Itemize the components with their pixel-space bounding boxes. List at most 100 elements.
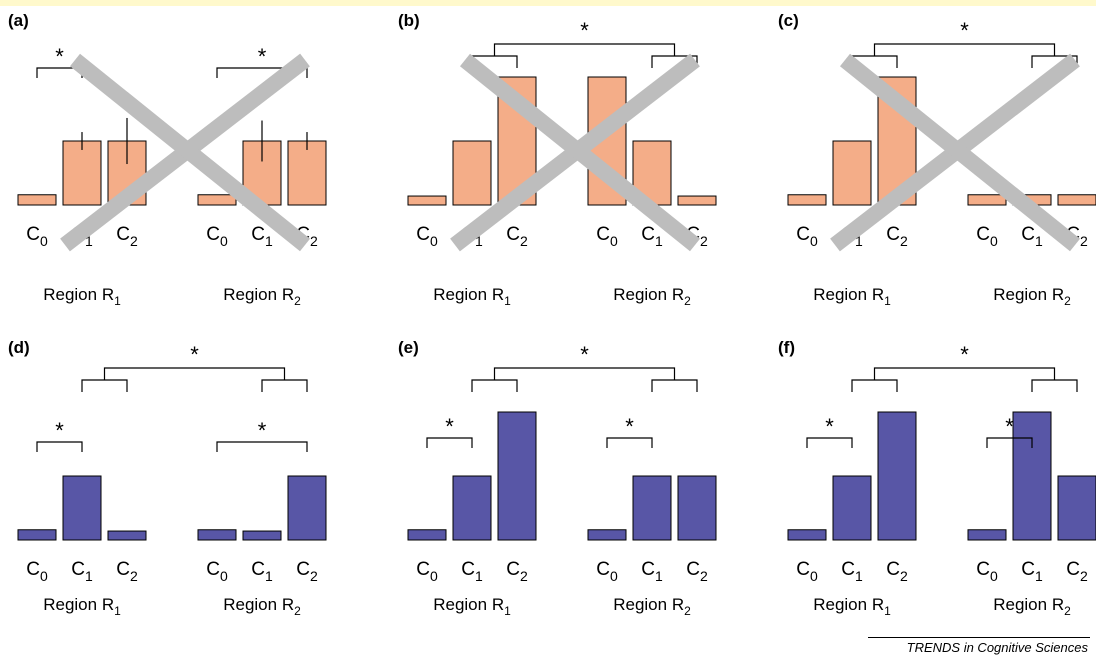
category-label: C1 xyxy=(841,559,863,584)
bar xyxy=(1057,194,1096,206)
bar xyxy=(967,529,1007,541)
bracket-interaction xyxy=(873,367,1056,380)
category-label: C2 xyxy=(296,559,318,584)
category-label: C2 xyxy=(116,559,138,584)
bar xyxy=(452,475,492,541)
category-label: C2 xyxy=(116,224,138,249)
bracket-sub-r1 xyxy=(81,379,128,392)
significance-star: * xyxy=(190,342,199,367)
category-label: C1 xyxy=(641,559,663,584)
significance-star: * xyxy=(960,18,969,43)
region-label: Region R2 xyxy=(993,285,1071,308)
region-label: Region R1 xyxy=(433,595,511,618)
significance-star: * xyxy=(960,342,969,367)
category-label: C1 xyxy=(71,559,93,584)
panel-label: (b) xyxy=(398,11,420,30)
bracket-interaction xyxy=(103,367,286,380)
category-label: C1 xyxy=(1021,224,1043,249)
bar xyxy=(677,195,717,206)
bracket-r1 xyxy=(806,437,853,448)
bar xyxy=(407,195,447,206)
bar xyxy=(832,140,872,206)
bar xyxy=(677,475,717,541)
bracket-sub-r1 xyxy=(851,379,898,392)
category-label: C0 xyxy=(416,559,438,584)
bar xyxy=(197,194,237,206)
category-label: C0 xyxy=(796,559,818,584)
region-label: Region R2 xyxy=(223,285,301,308)
significance-star: * xyxy=(55,418,64,443)
significance-star: * xyxy=(258,44,267,69)
category-label: C0 xyxy=(26,559,48,584)
category-label: C2 xyxy=(506,559,528,584)
bracket-r2 xyxy=(216,441,308,452)
bar xyxy=(62,140,102,206)
significance-star: * xyxy=(625,414,634,439)
region-label: Region R1 xyxy=(43,595,121,618)
bar xyxy=(967,194,1007,206)
category-label: C0 xyxy=(596,559,618,584)
bar xyxy=(407,529,447,541)
significance-star: * xyxy=(580,18,589,43)
bar xyxy=(787,194,827,206)
bar xyxy=(587,529,627,541)
bar xyxy=(287,140,327,206)
cross-out-line xyxy=(459,53,701,252)
category-label: C0 xyxy=(596,224,618,249)
region-label: Region R2 xyxy=(223,595,301,618)
panel-label: (f) xyxy=(778,338,795,357)
significance-star: * xyxy=(445,414,454,439)
region-label: Region R1 xyxy=(43,285,121,308)
bracket-sub-r2 xyxy=(651,379,698,392)
bracket-r2 xyxy=(216,67,308,78)
bar xyxy=(62,475,102,541)
panel-label: (d) xyxy=(8,338,30,357)
bracket-sub-r2 xyxy=(261,379,308,392)
bracket-interaction xyxy=(873,43,1056,56)
bar xyxy=(787,529,827,541)
bar xyxy=(197,529,237,541)
footer-rule xyxy=(868,637,1090,638)
category-label: C0 xyxy=(206,224,228,249)
region-label: Region R2 xyxy=(613,285,691,308)
category-label: C1 xyxy=(251,559,273,584)
significance-star: * xyxy=(825,414,834,439)
panel-label: (a) xyxy=(8,11,29,30)
cross-out-line xyxy=(839,53,1081,252)
bar xyxy=(832,475,872,541)
category-label: C1 xyxy=(461,559,483,584)
category-label: C2 xyxy=(506,224,528,249)
footer-credit: TRENDS in Cognitive Sciences xyxy=(906,640,1088,655)
bar xyxy=(1057,475,1096,541)
bracket-r2 xyxy=(606,437,653,448)
category-label: C2 xyxy=(886,559,908,584)
category-label: C0 xyxy=(26,224,48,249)
category-label: C2 xyxy=(686,559,708,584)
bar xyxy=(287,475,327,541)
category-label: C0 xyxy=(416,224,438,249)
category-label: C0 xyxy=(976,559,998,584)
significance-star: * xyxy=(258,418,267,443)
bar xyxy=(1012,411,1052,541)
region-label: Region R1 xyxy=(433,285,511,308)
bracket-interaction xyxy=(493,367,676,380)
panel-d: (d) C0 C1 C2 Region R1 C0 C1 C2 Region R2 * * * xyxy=(8,338,327,618)
cross-out-line xyxy=(69,53,311,252)
bracket-r2 xyxy=(986,437,1033,448)
region-label: Region R2 xyxy=(993,595,1071,618)
category-label: C1 xyxy=(641,224,663,249)
significance-star: * xyxy=(1005,414,1014,439)
top-band xyxy=(0,0,1096,6)
significance-star: * xyxy=(55,44,64,69)
category-label: C0 xyxy=(976,224,998,249)
region-label: Region R1 xyxy=(813,595,891,618)
panel-label: (e) xyxy=(398,338,419,357)
panel-e: (e) C0 C1 C2 Region R1 C0 C1 C2 Region R2 * * * xyxy=(398,338,717,618)
region-label: Region R2 xyxy=(613,595,691,618)
bracket-sub-r1 xyxy=(471,379,518,392)
category-label: C2 xyxy=(1066,559,1088,584)
